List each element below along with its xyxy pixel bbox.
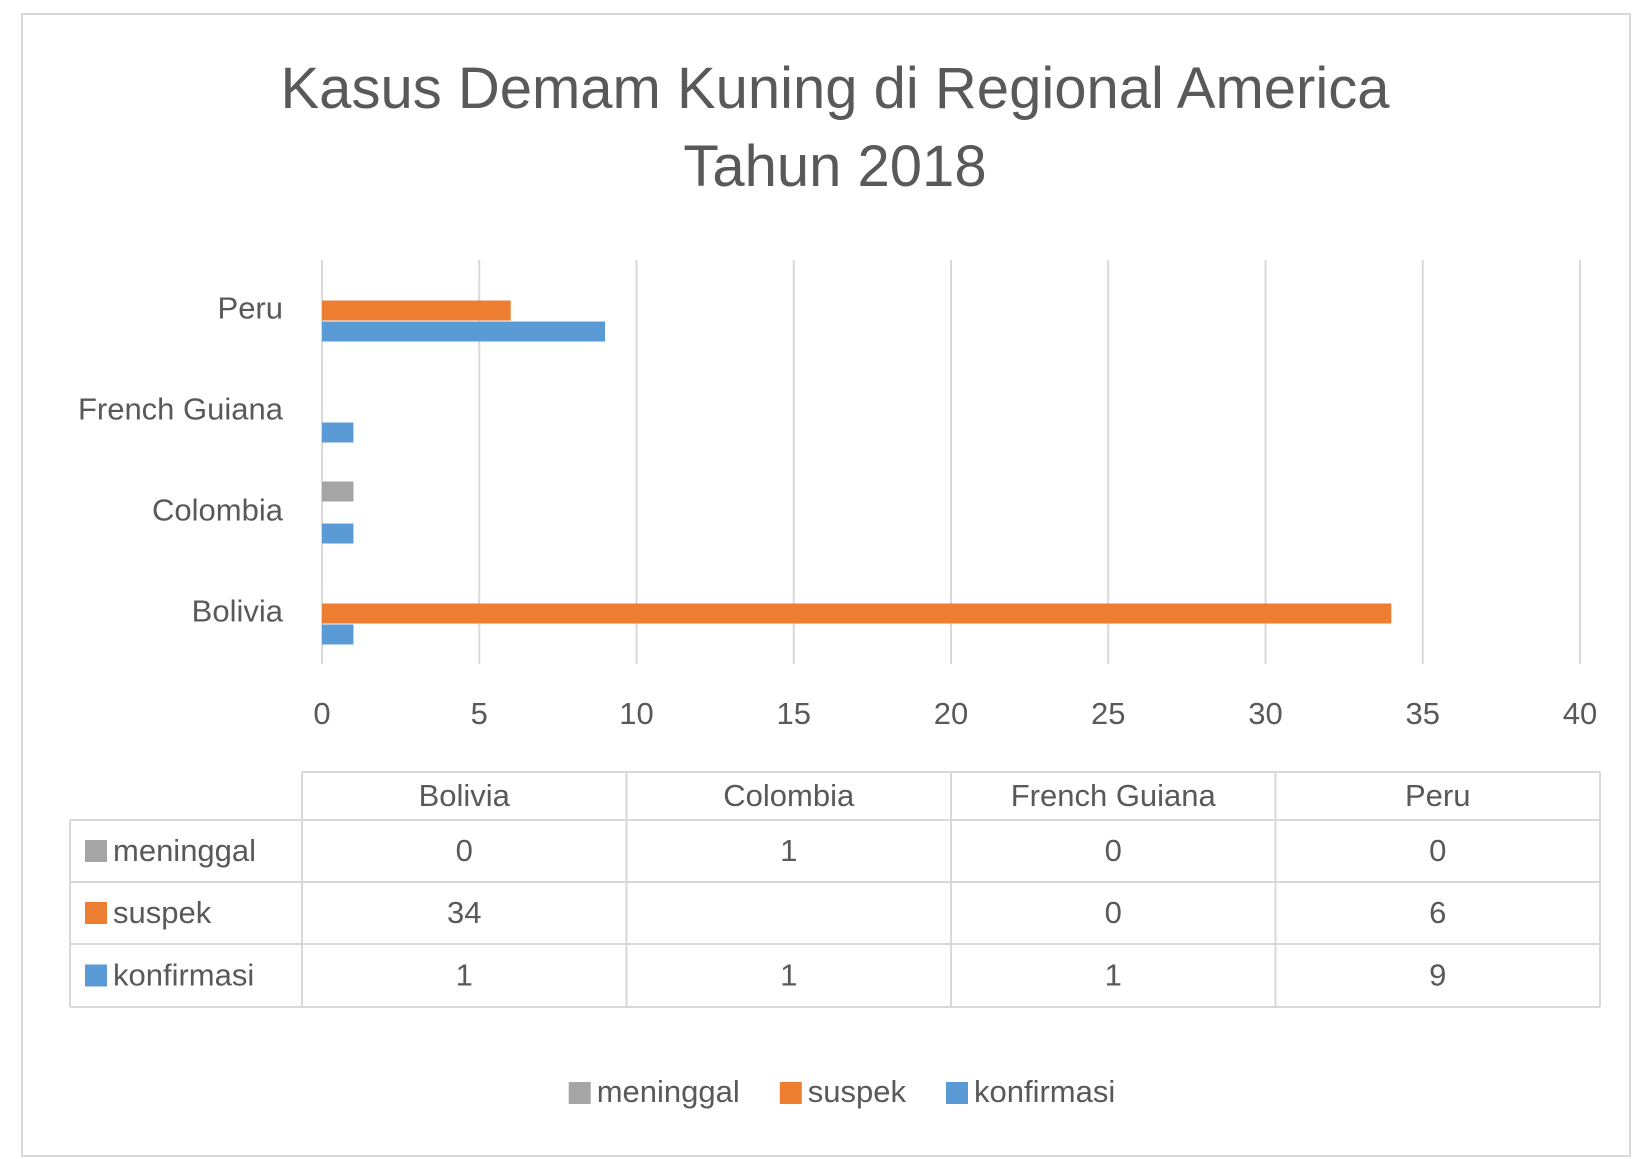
bar	[322, 603, 1392, 624]
table-cell: 0	[1429, 833, 1446, 868]
x-tick-label: 35	[1406, 696, 1440, 731]
chart-title: Kasus Demam Kuning di Regional America T…	[280, 56, 1390, 199]
table-cell: 1	[780, 958, 797, 993]
chart-border	[21, 13, 1631, 1157]
y-tick-label: Bolivia	[192, 594, 284, 629]
legend-label: konfirmasi	[974, 1074, 1115, 1109]
x-tick-label: 10	[619, 696, 653, 731]
y-tick-label: French Guiana	[78, 392, 284, 427]
table-header: Bolivia	[419, 778, 511, 813]
legend-label: suspek	[808, 1074, 907, 1109]
table-cell: 0	[1105, 833, 1122, 868]
y-tick-label: Peru	[218, 291, 283, 326]
x-tick-label: 20	[934, 696, 968, 731]
x-tick-label: 30	[1248, 696, 1282, 731]
x-tick-label: 0	[313, 696, 330, 731]
legend-key	[568, 1082, 591, 1104]
table-cell: 6	[1429, 895, 1446, 930]
x-tick-label: 25	[1091, 696, 1125, 731]
table-row-label: konfirmasi	[113, 958, 254, 993]
x-tick-label: 5	[471, 696, 488, 731]
table-cell: 9	[1429, 958, 1446, 993]
table-cell: 1	[456, 958, 473, 993]
table-legend-key	[85, 964, 107, 987]
legend-label: meninggal	[597, 1074, 740, 1109]
table-cell: 1	[780, 833, 797, 868]
legend-key	[946, 1082, 969, 1104]
bar	[322, 321, 606, 342]
table-header: Colombia	[723, 778, 855, 813]
bar	[322, 422, 354, 443]
table-row-label: suspek	[113, 895, 212, 930]
bar	[322, 523, 354, 544]
x-tick-label: 15	[777, 696, 811, 731]
table-header: Peru	[1405, 778, 1470, 813]
table-cell: 0	[456, 833, 473, 868]
table-legend-key	[85, 902, 107, 924]
y-tick-label: Colombia	[152, 493, 284, 528]
table-header: French Guiana	[1011, 778, 1217, 813]
table-cell: 34	[447, 895, 481, 930]
table-cell: 0	[1105, 895, 1122, 930]
table-cell: 1	[1105, 958, 1122, 993]
bar	[322, 300, 511, 321]
table-legend-key	[85, 840, 107, 862]
bar	[322, 481, 354, 502]
table-row-label: meninggal	[113, 833, 256, 868]
legend-key	[779, 1082, 802, 1104]
x-tick-label: 40	[1563, 696, 1597, 731]
bar	[322, 624, 354, 645]
